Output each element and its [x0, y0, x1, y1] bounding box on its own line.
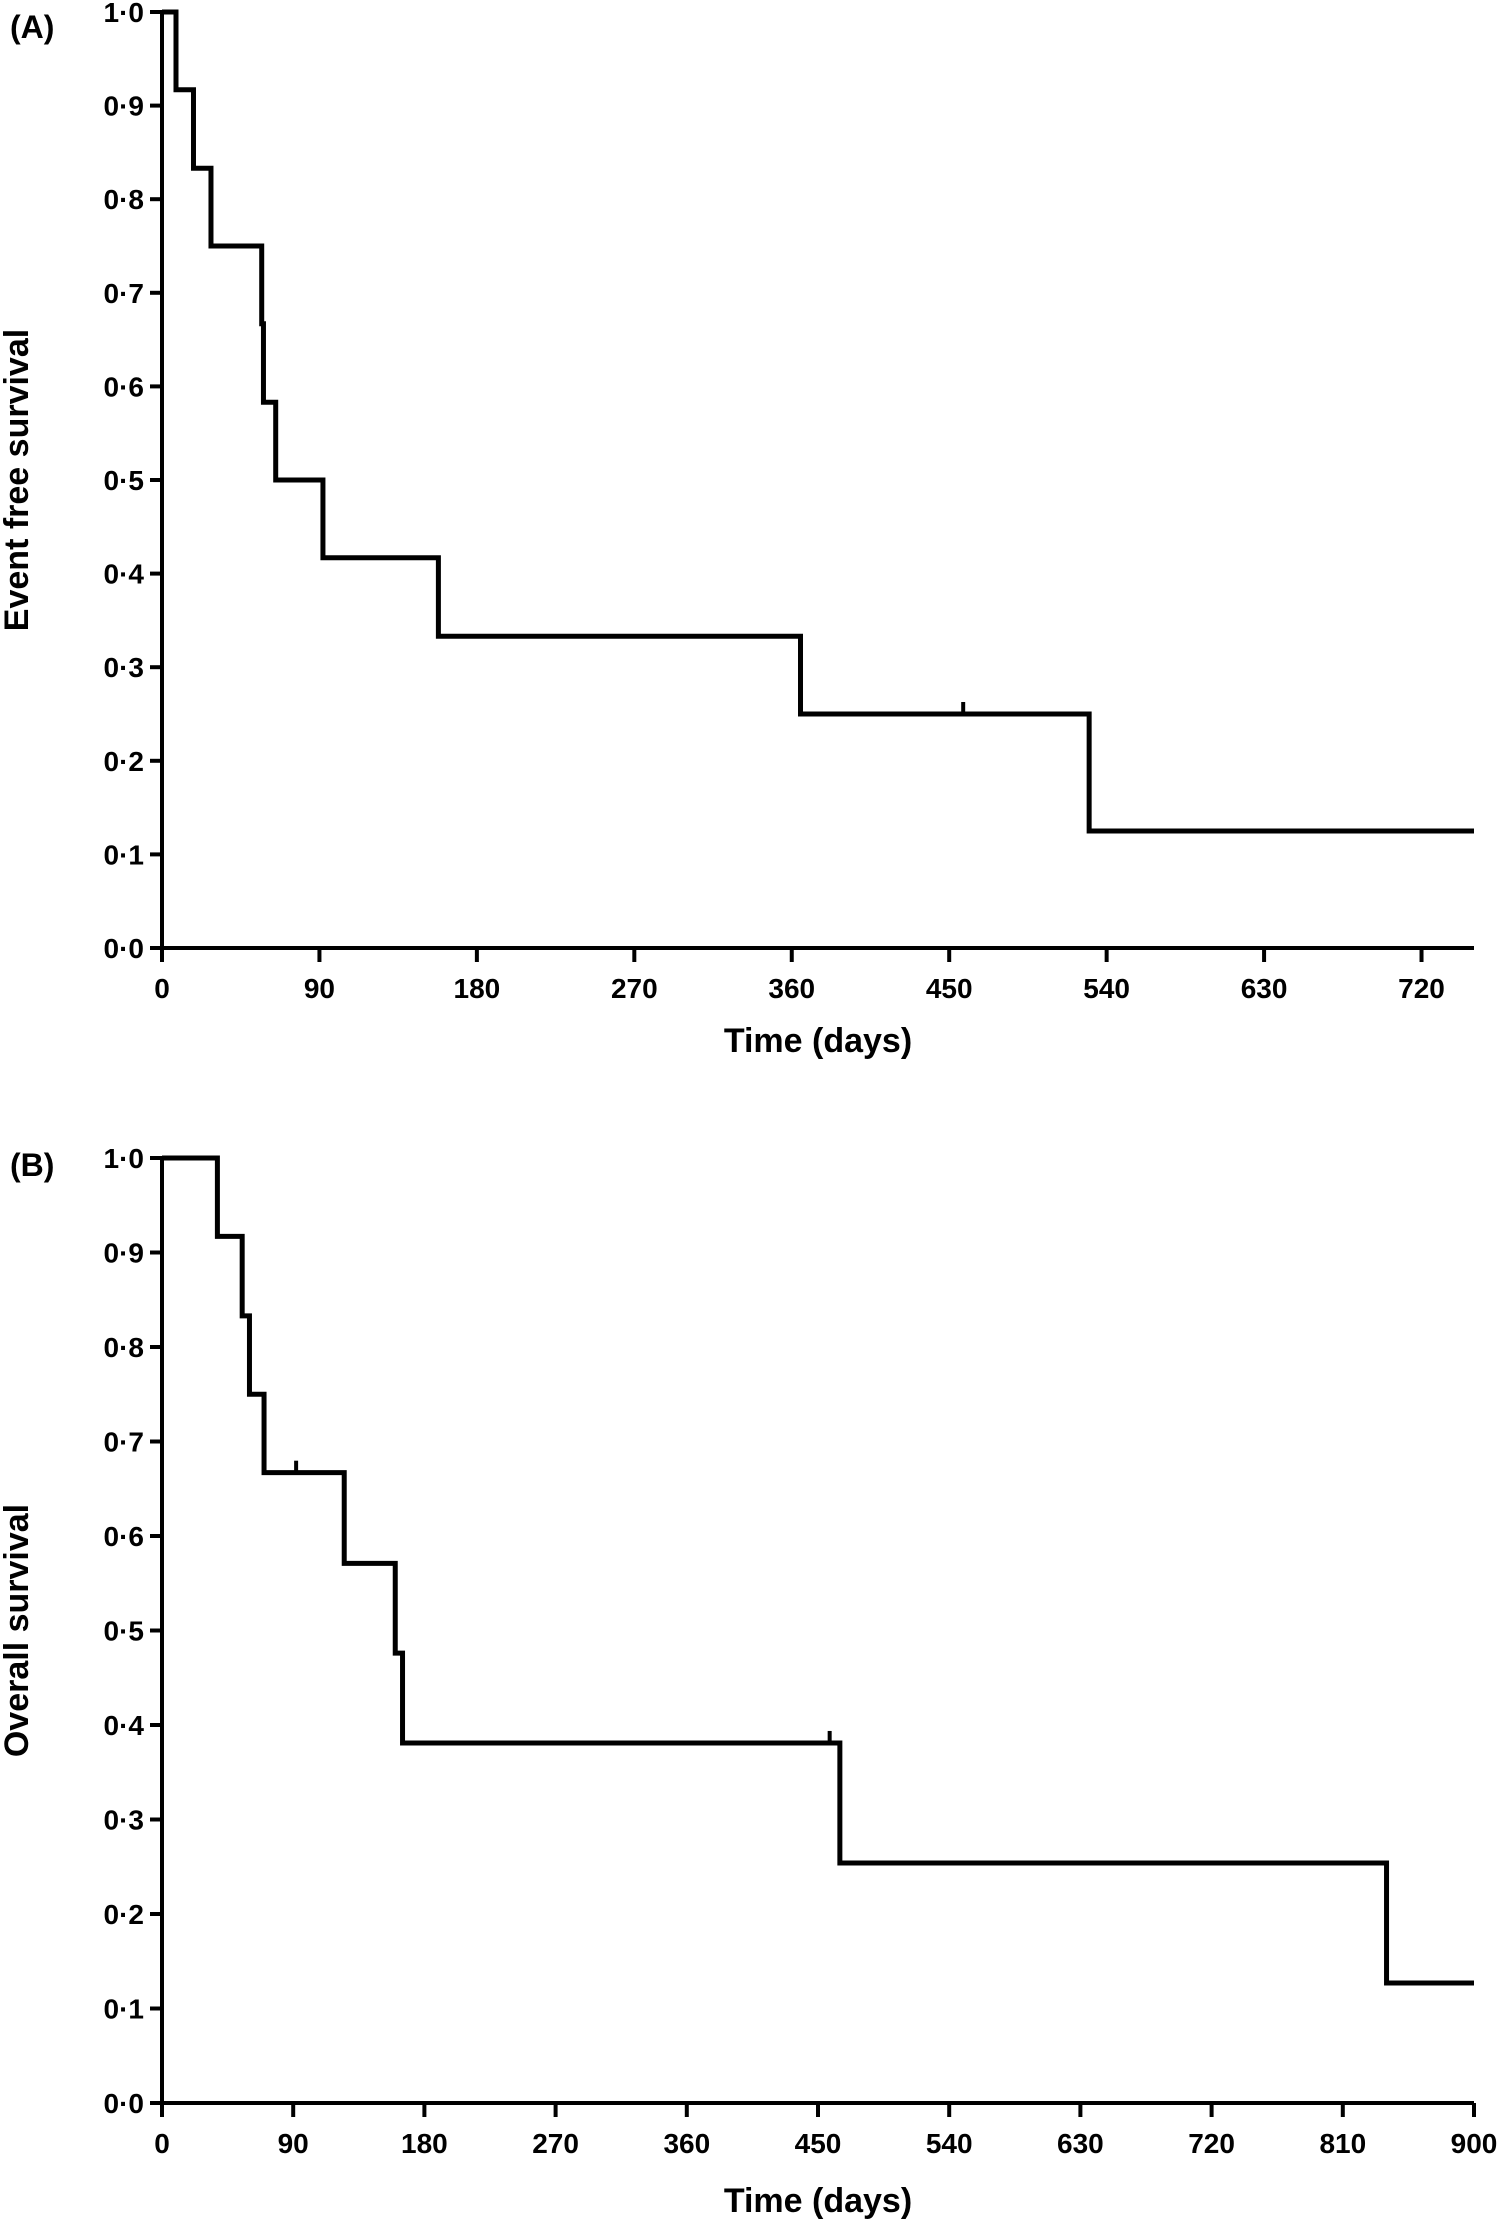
panel-label: (A)	[10, 9, 54, 45]
y-tick-label: 0·9	[104, 1238, 144, 1269]
x-tick-label: 540	[1083, 973, 1130, 1004]
x-tick-label: 810	[1319, 2128, 1366, 2159]
x-tick-label: 180	[454, 973, 501, 1004]
y-axis-title: Event free survival	[0, 329, 36, 631]
y-tick-label: 0·6	[104, 1521, 144, 1552]
x-tick-label: 270	[611, 973, 658, 1004]
x-tick-label: 630	[1241, 973, 1288, 1004]
y-tick-label: 1·0	[104, 1143, 144, 1174]
y-tick-label: 0·2	[104, 746, 144, 777]
panel-b: (B) 0·0 0·1 0·2 0·3 0·4 0·5 0·6 0·7 0·8 0·9 1·0 0 90 1…	[0, 1143, 1497, 2220]
x-tick-label: 450	[926, 973, 973, 1004]
x-tick-label: 630	[1057, 2128, 1104, 2159]
y-tick-label: 0·7	[104, 1427, 144, 1458]
y-tick-label: 0·8	[104, 1332, 144, 1363]
y-tick-label: 0·3	[104, 652, 144, 683]
y-tick-label: 0·0	[104, 2088, 144, 2119]
y-tick-label: 0·4	[104, 1710, 145, 1741]
x-tick-label: 540	[926, 2128, 973, 2159]
x-tick-label: 720	[1188, 2128, 1235, 2159]
survival-curve	[162, 9, 1474, 834]
y-tick-label: 0·3	[104, 1805, 144, 1836]
y-tick-label: 0·1	[104, 839, 144, 870]
x-tick-label: 900	[1451, 2128, 1498, 2159]
x-tick-label: 180	[401, 2128, 448, 2159]
x-tick-label: 450	[795, 2128, 842, 2159]
y-tick-label: 0·6	[104, 371, 144, 402]
x-tick-label: 270	[532, 2128, 579, 2159]
y-tick-label: 0·9	[104, 91, 144, 122]
y-axis-title: Overall survival	[0, 1504, 36, 1757]
y-tick-label: 0·0	[104, 933, 144, 964]
x-tick-label: 0	[154, 973, 170, 1004]
x-tick-label: 360	[768, 973, 815, 1004]
y-tick-label: 1·0	[104, 0, 144, 28]
y-tick-label: 0·5	[104, 1616, 144, 1647]
x-tick-label: 90	[278, 2128, 309, 2159]
x-tick-label: 0	[154, 2128, 170, 2159]
y-tick-label: 0·7	[104, 278, 144, 309]
y-tick-label: 0·1	[104, 1994, 144, 2025]
y-tick-label: 0·5	[104, 465, 144, 496]
x-tick-label: 90	[304, 973, 335, 1004]
survival-curve	[162, 1155, 1474, 1986]
y-tick-label: 0·4	[104, 559, 145, 590]
y-tick-label: 0·8	[104, 184, 144, 215]
x-axis-title: Time (days)	[724, 2182, 912, 2220]
x-tick-label: 720	[1398, 973, 1445, 1004]
x-axis-title: Time (days)	[724, 1022, 912, 1060]
panel-a: (A) 0·0 0·1 0·2 0·3 0·4 0·5 0·6 0·7 0·8 0·9 1·0 0 90 1…	[0, 0, 1474, 1060]
panel-label: (B)	[10, 1147, 54, 1183]
x-tick-label: 360	[663, 2128, 710, 2159]
y-tick-label: 0·2	[104, 1899, 144, 1930]
